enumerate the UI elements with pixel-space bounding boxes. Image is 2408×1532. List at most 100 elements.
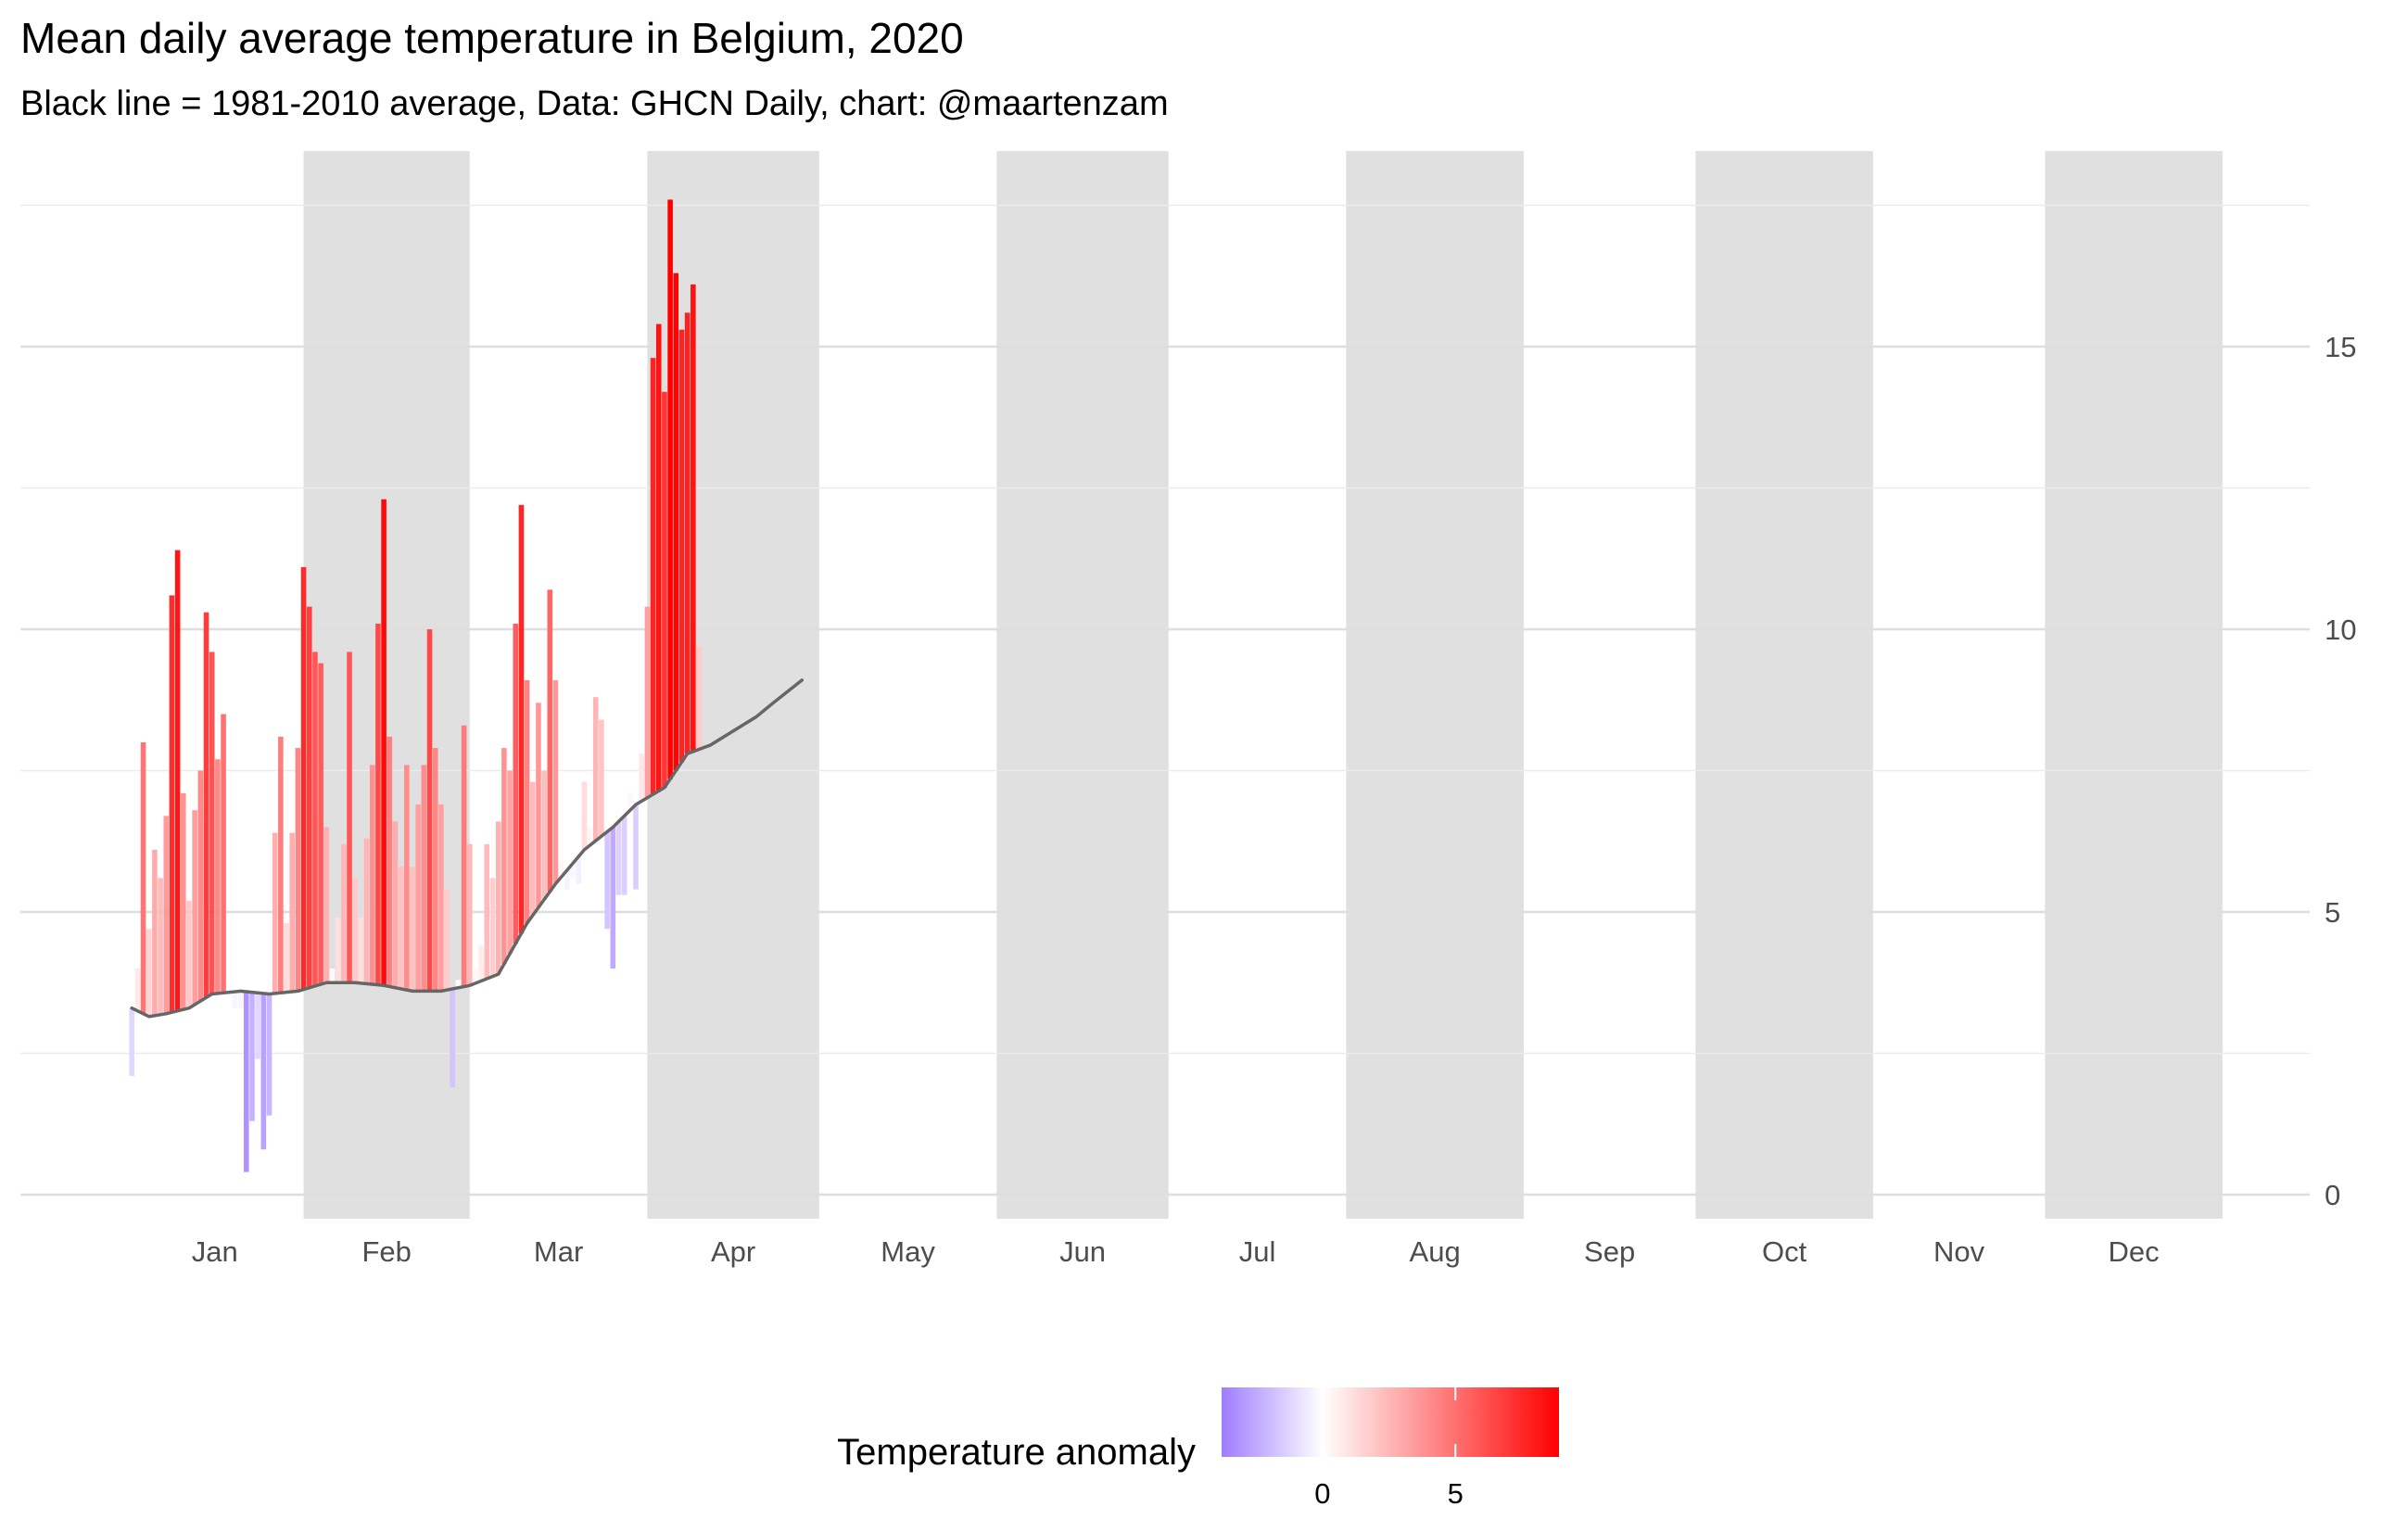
temperature-bar: [335, 918, 341, 983]
temperature-bar: [169, 595, 175, 1013]
temperature-bar: [221, 714, 226, 994]
x-axis: Jan Feb Mar Apr May Jun Jul Aug Sep Oct Nov Dec: [192, 1235, 2160, 1268]
temperature-bar: [627, 792, 633, 811]
temperature-bar: [599, 719, 604, 837]
x-tick-label: May: [881, 1235, 935, 1268]
temperature-bar: [363, 838, 370, 984]
temperature-bar: [633, 804, 639, 890]
temperature-bar: [558, 861, 564, 878]
temperature-bar: [289, 832, 296, 993]
temperature-bar: [266, 994, 272, 1116]
temperature-bar: [604, 831, 610, 930]
temperature-bar: [295, 748, 301, 992]
temperature-bar: [592, 697, 599, 842]
temperature-bar: [243, 992, 249, 1172]
temperature-bars: [129, 199, 702, 1172]
legend-title: Temperature anomaly: [837, 1432, 1196, 1473]
temperature-bar: [358, 918, 364, 983]
temperature-bar: [513, 623, 519, 944]
temperature-bar: [547, 589, 553, 893]
temperature-bar: [478, 945, 484, 981]
temperature-bar: [536, 703, 541, 908]
y-tick-label: 0: [2325, 1179, 2340, 1211]
temperature-bar: [495, 821, 501, 975]
temperature-bar: [410, 867, 415, 992]
temperature-bar: [639, 753, 644, 802]
temperature-bar: [576, 856, 582, 884]
temperature-bar: [421, 765, 427, 992]
temperature-bar: [455, 980, 462, 988]
temperature-bar: [129, 1007, 134, 1076]
temperature-bar: [678, 329, 685, 763]
x-tick-label: Dec: [2109, 1235, 2160, 1268]
temperature-bar: [272, 832, 278, 994]
temperature-bar: [684, 312, 691, 754]
temperature-bar: [197, 770, 204, 1002]
temperature-bar: [341, 843, 347, 983]
x-tick-label: Jul: [1239, 1235, 1276, 1268]
temperature-bar: [347, 652, 352, 983]
y-axis: 0 5 10 15: [2325, 331, 2356, 1211]
legend-tick-label: 0: [1314, 1477, 1330, 1510]
temperature-bar: [381, 499, 387, 986]
temperature-bar: [415, 804, 421, 992]
temperature-bar: [696, 646, 702, 750]
temperature-bar: [529, 781, 536, 916]
legend-tick-label: 5: [1448, 1477, 1464, 1510]
shade-feb: [303, 151, 470, 1219]
reference-line-group: [130, 678, 804, 1019]
x-tick-label: Jun: [1059, 1235, 1106, 1268]
temperature-bar: [146, 929, 152, 1017]
x-tick-label: Oct: [1762, 1235, 1807, 1268]
temperature-bar: [662, 391, 667, 788]
shade-oct: [1695, 151, 1873, 1219]
temperature-bar: [650, 358, 656, 795]
temperature-bar: [570, 863, 576, 879]
temperature-bar: [300, 566, 307, 990]
temperature-bar: [152, 849, 158, 1016]
temperature-bar: [369, 765, 375, 985]
temperature-bar: [375, 623, 381, 985]
temperature-bar: [644, 606, 651, 798]
y-tick-label: 5: [2325, 896, 2340, 929]
temperature-bar: [667, 199, 673, 779]
temperature-bar: [587, 827, 593, 846]
temperature-bar: [450, 988, 456, 1088]
temperature-bar: [484, 843, 490, 979]
temperature-bar: [461, 725, 467, 987]
temperature-bar: [404, 765, 410, 991]
x-tick-label: Mar: [534, 1235, 583, 1268]
temperature-bar: [284, 923, 289, 993]
temperature-bar: [473, 969, 478, 983]
temperature-bar: [621, 816, 627, 895]
y-tick-label: 10: [2325, 614, 2356, 646]
temperature-bar: [312, 652, 318, 986]
temperature-bar: [387, 736, 393, 987]
temperature-bar: [673, 272, 679, 771]
temperature-bar: [306, 606, 312, 988]
shade-jun: [996, 151, 1169, 1219]
reference-average-line: [130, 678, 804, 1019]
temperature-bar: [226, 985, 233, 993]
temperature-bar: [615, 821, 622, 895]
x-tick-label: Nov: [1933, 1235, 1985, 1268]
shade-dec: [2045, 151, 2223, 1219]
temperature-bar: [192, 810, 197, 1005]
x-tick-label: Feb: [361, 1235, 411, 1268]
temperature-bar: [318, 663, 323, 985]
temperature-bar: [209, 652, 215, 994]
temperature-bar: [426, 629, 433, 992]
temperature-bar: [398, 867, 404, 989]
chart-subtitle: Black line = 1981-2010 average, Data: GH…: [20, 84, 1169, 123]
temperature-bar: [163, 816, 170, 1014]
temperature-bar: [438, 804, 444, 992]
temperature-bar: [158, 878, 163, 1015]
temperature-bar: [691, 284, 696, 752]
temperature-bar: [237, 991, 244, 1008]
temperature-bar: [467, 843, 473, 986]
x-tick-label: Apr: [711, 1235, 755, 1268]
temperature-bar: [278, 736, 284, 994]
temperature-bar: [489, 878, 496, 977]
